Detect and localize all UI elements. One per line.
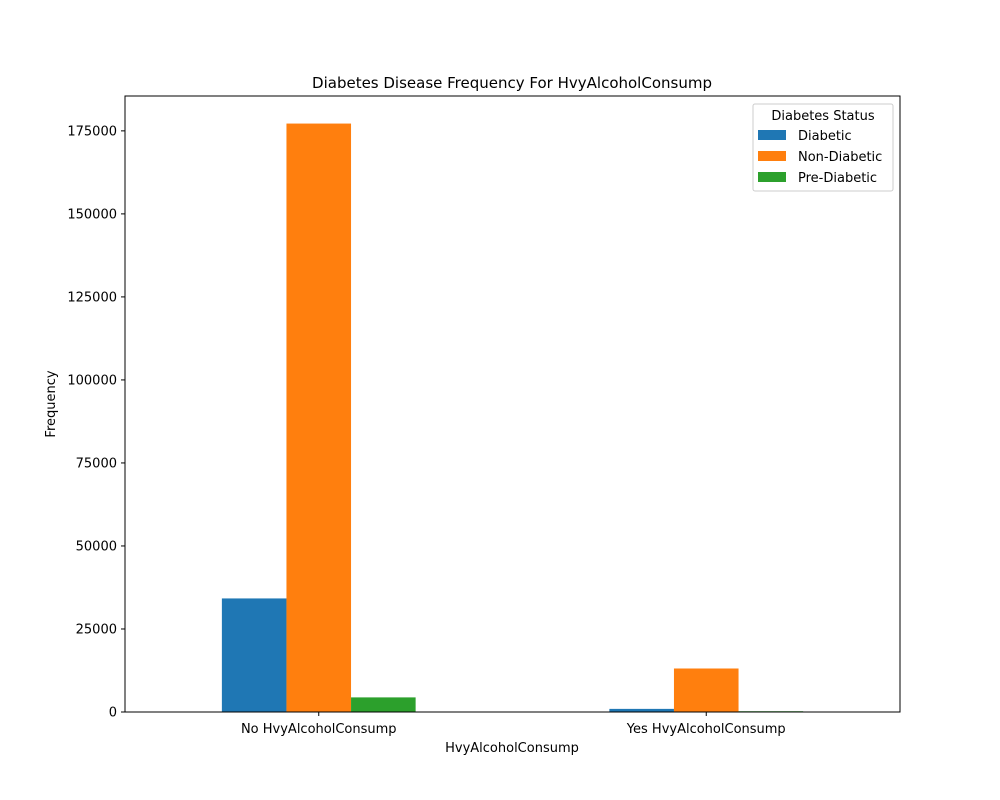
- legend-label: Pre-Diabetic: [798, 171, 877, 186]
- x-tick-label: No HvyAlcoholConsump: [241, 722, 397, 737]
- legend-box: [752, 103, 894, 192]
- y-axis: 0 25000 50000 75000 100000 125000 150000 175000: [67, 124, 125, 721]
- legend-label: Non-Diabetic: [798, 150, 882, 165]
- legend-title: Diabetes Status: [771, 109, 874, 124]
- bar-non-diabetic-0: [286, 123, 352, 713]
- bar-pre-diabetic-0: [351, 697, 416, 712]
- legend-label: Diabetic: [798, 129, 852, 144]
- y-tick-label: 25000: [76, 622, 117, 637]
- bar-diabetic-1: [609, 708, 674, 712]
- bars-layer: [221, 123, 804, 713]
- legend-swatch: [758, 130, 786, 140]
- y-tick-label: 100000: [67, 373, 117, 388]
- bar-diabetic-0: [221, 598, 287, 712]
- legend-swatch: [758, 172, 786, 182]
- y-tick-label: 50000: [76, 539, 117, 554]
- y-axis-title: Frequency: [44, 370, 59, 437]
- y-tick-label: 175000: [67, 124, 117, 139]
- legend: Diabetes Status Diabetic Non-Diabetic Pre-…: [752, 103, 894, 192]
- x-tick-label: Yes HvyAlcoholConsump: [626, 722, 786, 737]
- y-tick-label: 150000: [67, 207, 117, 222]
- y-tick-label: 0: [109, 706, 117, 721]
- bar-non-diabetic-1: [673, 668, 739, 712]
- y-tick-label: 125000: [67, 290, 117, 305]
- plot-frame: [124, 95, 901, 713]
- x-axis: No HvyAlcoholConsump Yes HvyAlcoholConsum…: [241, 712, 786, 737]
- x-axis-title: HvyAlcoholConsump: [445, 741, 579, 756]
- y-tick-label: 75000: [76, 456, 117, 471]
- legend-items: Diabetic Non-Diabetic Pre-Diabetic: [758, 129, 882, 186]
- chart-title: Diabetes Disease Frequency For HvyAlcoho…: [312, 74, 712, 92]
- legend-swatch: [758, 151, 786, 161]
